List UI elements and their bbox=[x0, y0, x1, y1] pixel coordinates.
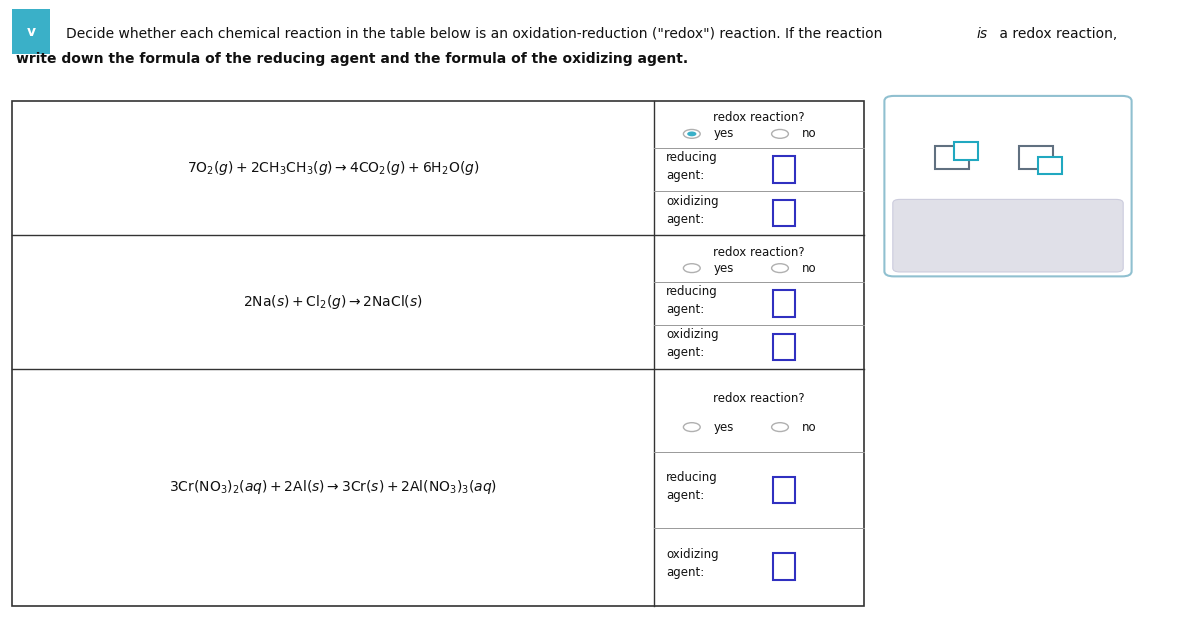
Text: yes: yes bbox=[714, 262, 733, 274]
Text: $2\mathrm{Na}(s) + \mathrm{Cl_2}(g) \rightarrow 2\mathrm{NaCl}(s)$: $2\mathrm{Na}(s) + \mathrm{Cl_2}(g) \rig… bbox=[244, 293, 422, 311]
Text: Decide whether each chemical reaction in the table below is an oxidation-reducti: Decide whether each chemical reaction in… bbox=[66, 27, 887, 40]
Text: oxidizing
agent:: oxidizing agent: bbox=[666, 548, 719, 579]
Text: reducing
agent:: reducing agent: bbox=[666, 471, 718, 502]
Text: oxidizing
agent:: oxidizing agent: bbox=[666, 194, 719, 225]
Text: redox reaction?: redox reaction? bbox=[713, 245, 805, 259]
Text: no: no bbox=[802, 262, 816, 274]
Text: write down the formula of the reducing agent and the formula of the oxidizing ag: write down the formula of the reducing a… bbox=[16, 52, 688, 66]
Text: no: no bbox=[802, 421, 816, 433]
Text: redox reaction?: redox reaction? bbox=[713, 392, 805, 405]
Text: reducing
agent:: reducing agent: bbox=[666, 285, 718, 316]
FancyBboxPatch shape bbox=[10, 7, 53, 56]
Text: no: no bbox=[802, 127, 816, 140]
Text: yes: yes bbox=[714, 127, 733, 140]
Text: reducing
agent:: reducing agent: bbox=[666, 151, 718, 182]
Text: yes: yes bbox=[714, 421, 733, 433]
Text: ×: × bbox=[953, 224, 972, 244]
Text: a redox reaction,: a redox reaction, bbox=[995, 27, 1117, 40]
Text: v: v bbox=[26, 25, 36, 38]
Text: redox reaction?: redox reaction? bbox=[713, 111, 805, 124]
Text: oxidizing
agent:: oxidizing agent: bbox=[666, 328, 719, 360]
Text: $3\mathrm{Cr(NO_3)_2}(aq) + 2\mathrm{Al}(s) \rightarrow 3\mathrm{Cr}(s) + 2\math: $3\mathrm{Cr(NO_3)_2}(aq) + 2\mathrm{Al}… bbox=[169, 478, 497, 497]
Text: $7\mathrm{O_2}(g) + 2\mathrm{CH_3CH_3}(g) \rightarrow 4\mathrm{CO_2}(g) + 6\math: $7\mathrm{O_2}(g) + 2\mathrm{CH_3CH_3}(g… bbox=[187, 159, 479, 177]
Text: is: is bbox=[977, 27, 988, 40]
Text: ↺: ↺ bbox=[1050, 225, 1067, 244]
